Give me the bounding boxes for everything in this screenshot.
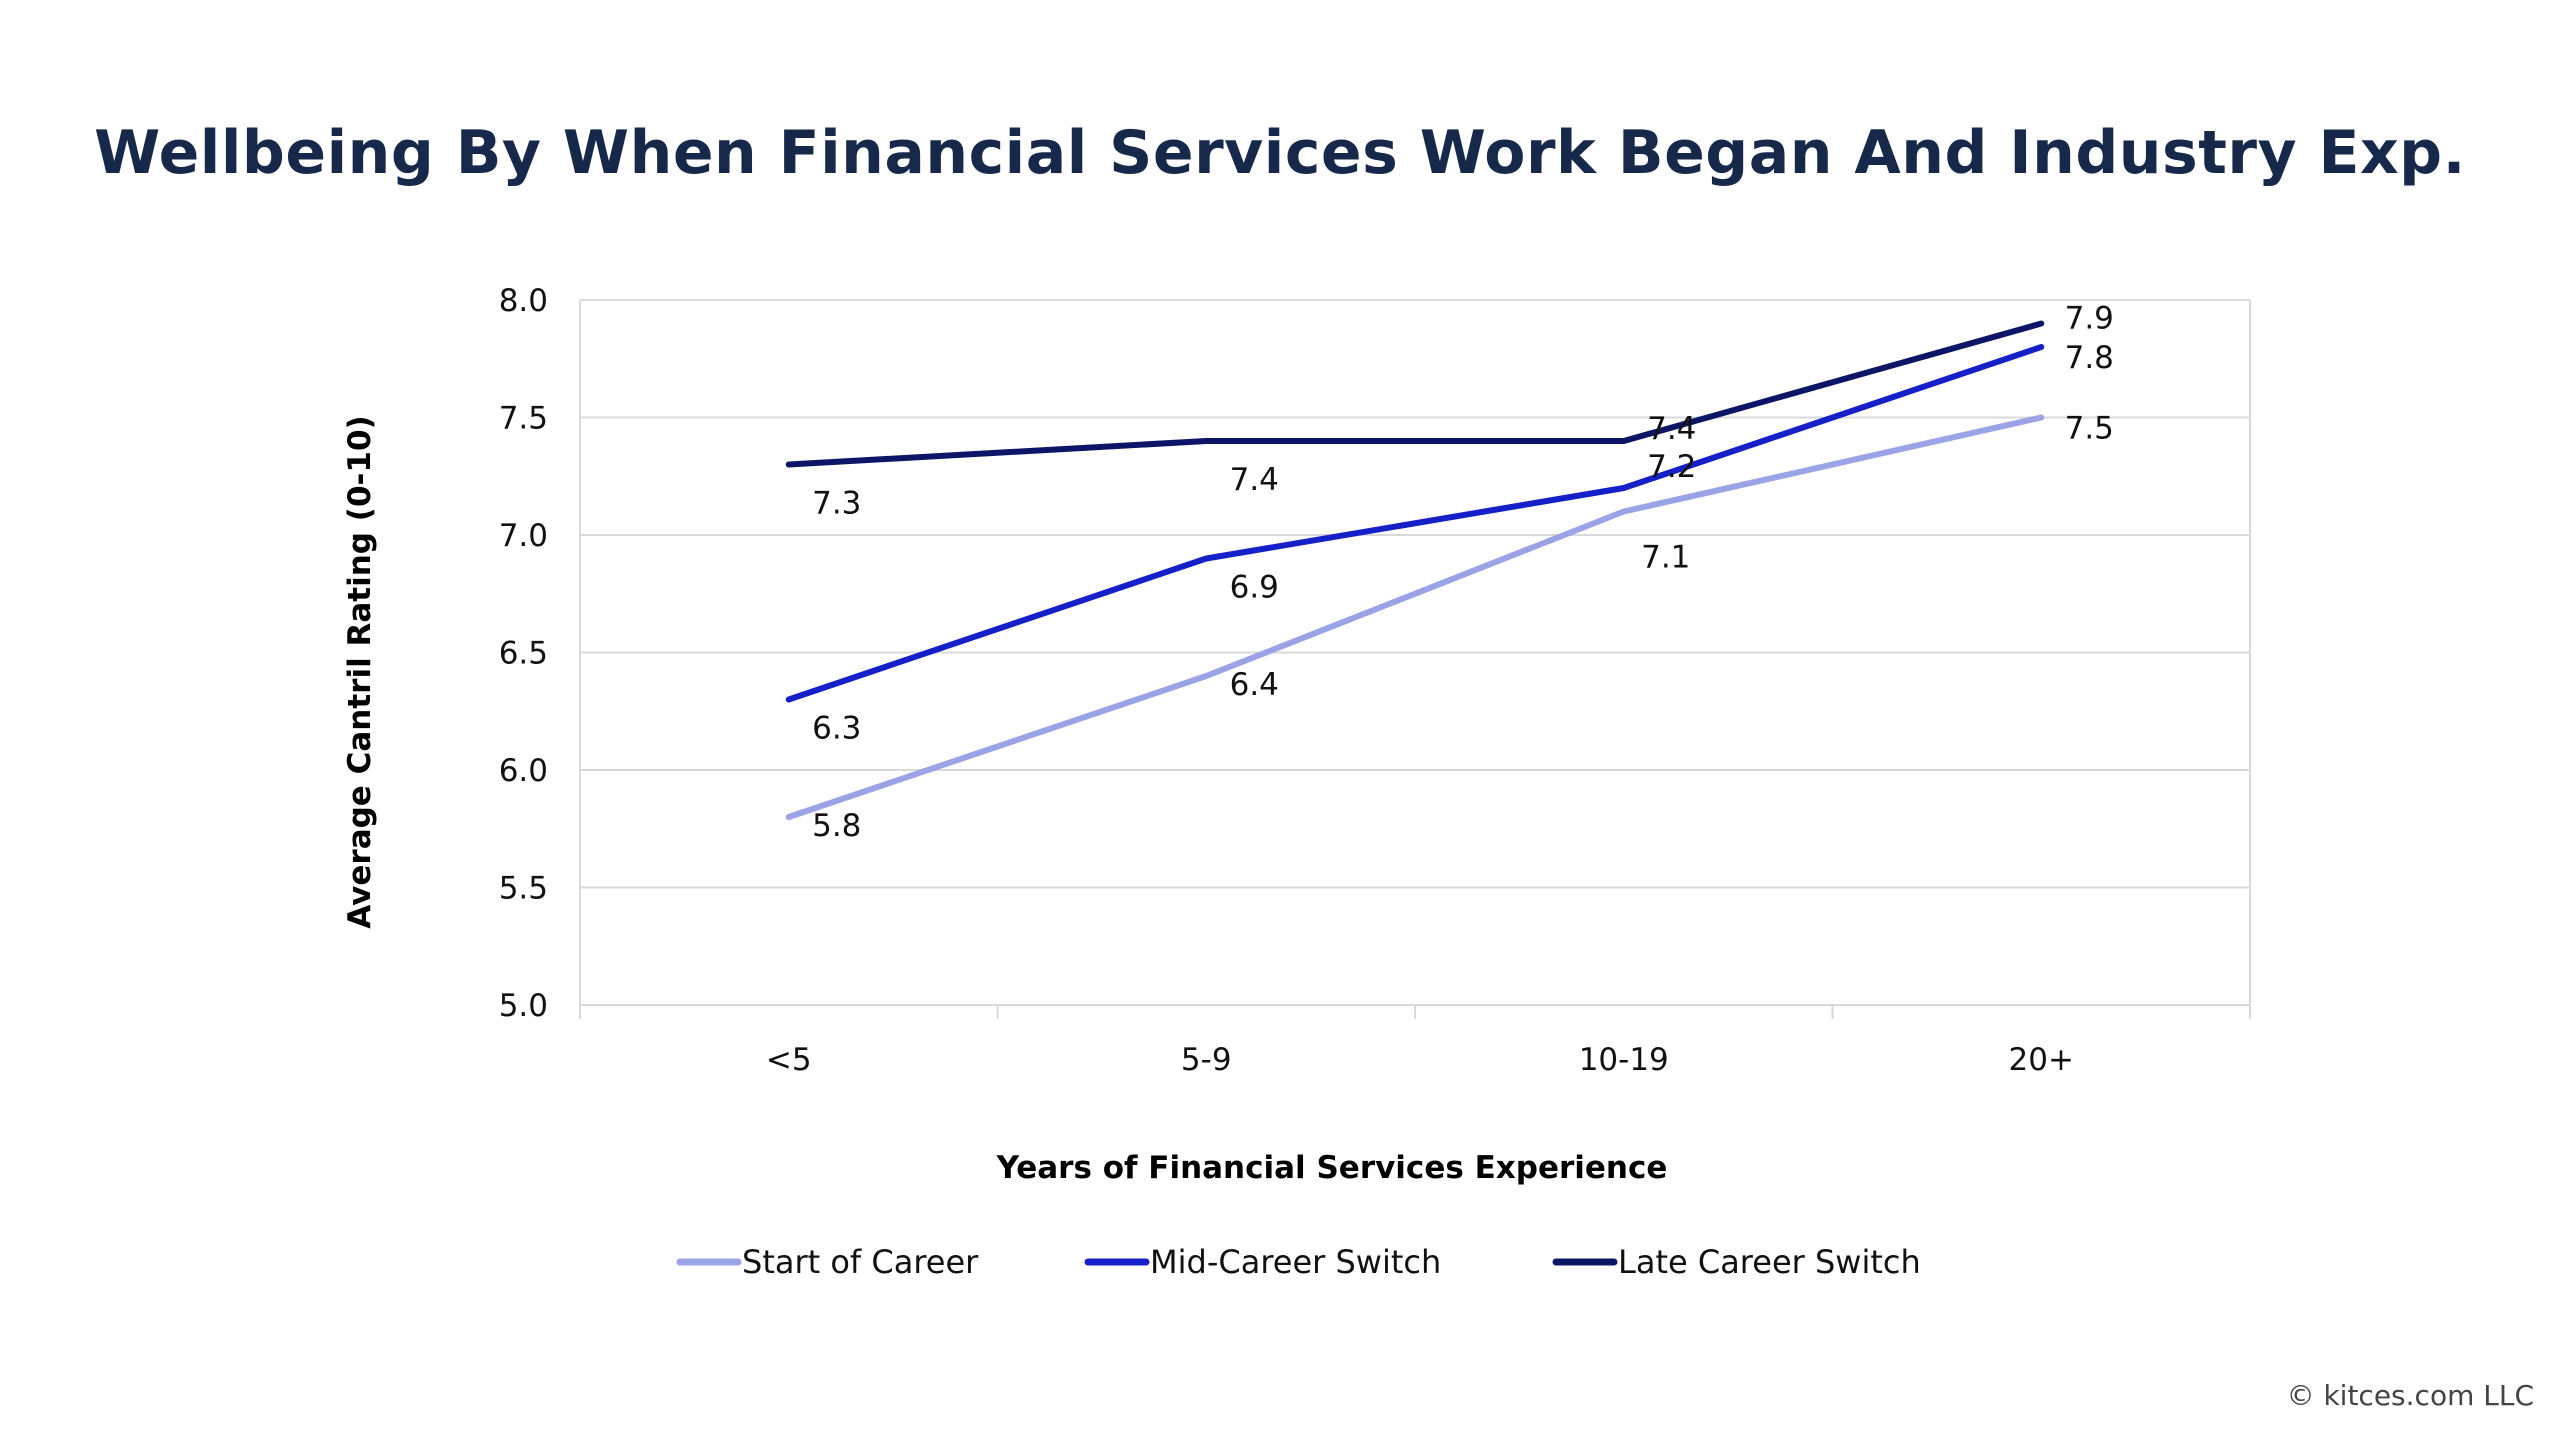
legend-label-late-career-switch: Late Career Switch: [1618, 1243, 1921, 1281]
x-tick-label: 20+: [2009, 1042, 2074, 1078]
data-label: 6.3: [812, 711, 861, 747]
data-label: 6.4: [1230, 667, 1279, 703]
legend-label-start-of-career: Start of Career: [742, 1243, 979, 1281]
x-axis-title: Years of Financial Services Experience: [996, 1150, 1668, 1186]
copyright-notice: © kitces.com LLC: [2286, 1379, 2534, 1412]
data-label: 7.8: [2065, 340, 2114, 376]
series-line-start-of-career: [785, 414, 2045, 820]
data-label: 7.5: [2065, 411, 2114, 447]
x-tick-label: <5: [766, 1042, 812, 1078]
data-label: 7.4: [1647, 411, 1696, 447]
series-line-late-career-switch: [785, 320, 2045, 468]
series-lines: [785, 320, 2045, 820]
data-labels: 5.8 6.4 7.1 7.5 6.3 6.9 7.2 7.8 7.3 7.4 7.4 7.9: [812, 301, 2114, 845]
data-label: 7.2: [1647, 449, 1696, 485]
chart-title: Wellbeing By When Financial Services Wor…: [94, 118, 2466, 188]
x-tick-label: 5-9: [1181, 1042, 1232, 1078]
gridlines: [580, 299, 2250, 1006]
y-tick-label: 7.0: [499, 518, 548, 554]
data-label: 7.1: [1641, 540, 1690, 576]
data-label: 5.8: [812, 808, 861, 844]
legend: Start of Career Mid-Career Switch Late Car…: [676, 1243, 1921, 1281]
y-tick-labels: 5.0 5.5 6.0 6.5 7.0 7.5 8.0: [499, 283, 548, 1024]
y-tick-label: 6.5: [499, 636, 548, 672]
data-label: 7.4: [1230, 462, 1279, 498]
legend-label-mid-career-switch: Mid-Career Switch: [1150, 1243, 1441, 1281]
y-tick-label: 6.0: [499, 753, 548, 789]
y-tick-label: 5.5: [499, 871, 548, 907]
axes: [579, 300, 2251, 1019]
data-label: 6.9: [1230, 570, 1279, 606]
y-tick-label: 7.5: [499, 401, 548, 437]
y-axis-title: Average Cantril Rating (0-10): [342, 415, 378, 928]
data-label: 7.3: [812, 486, 861, 522]
data-label: 7.9: [2065, 301, 2114, 337]
series-line-mid-career-switch: [785, 344, 2045, 703]
y-tick-label: 8.0: [499, 283, 548, 319]
y-tick-label: 5.0: [499, 988, 548, 1024]
x-tick-label: 10-19: [1579, 1042, 1669, 1078]
x-tick-labels: <5 5-9 10-19 20+: [766, 1042, 2074, 1078]
